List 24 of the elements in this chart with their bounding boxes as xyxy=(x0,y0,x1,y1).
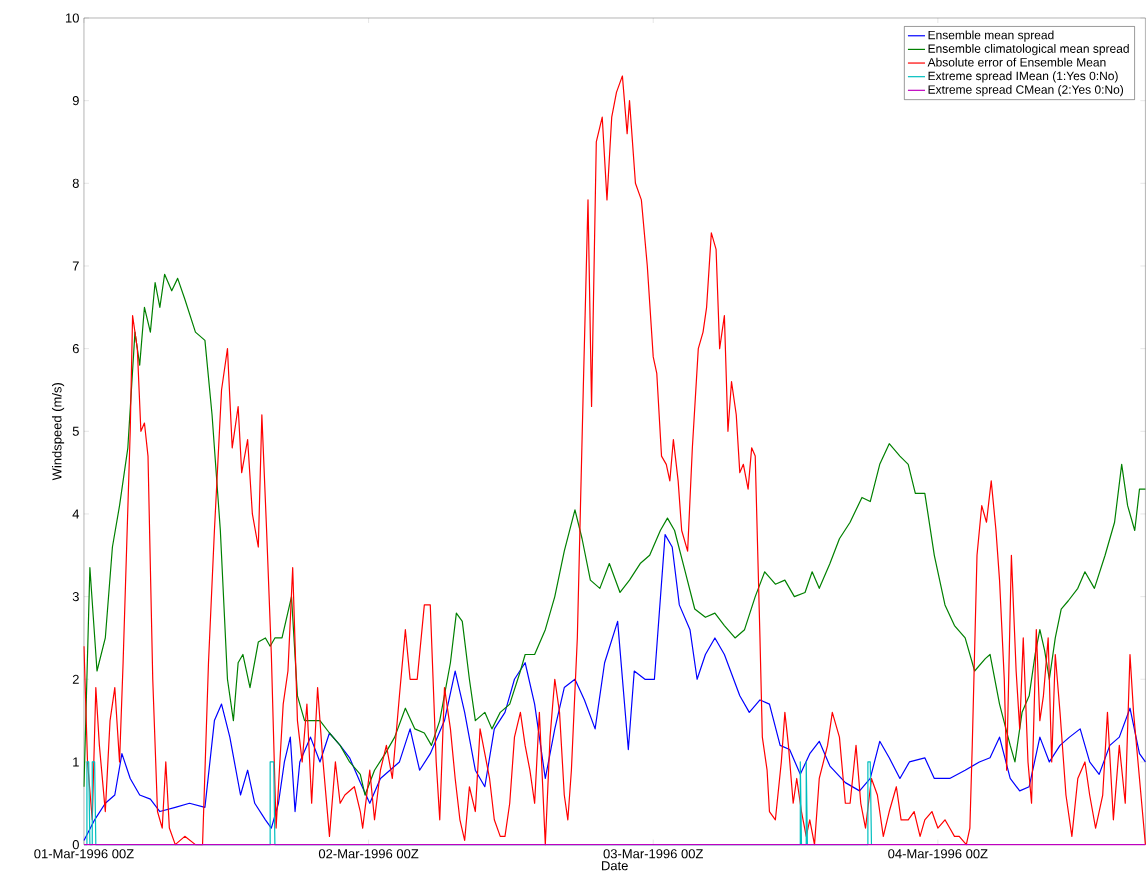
y-tick-label: 0 xyxy=(72,840,79,850)
y-tick-label: 3 xyxy=(72,592,79,602)
legend-label: Ensemble mean spread xyxy=(928,30,1054,42)
y-tick-label: 8 xyxy=(72,178,79,189)
x-tick-label: 03-Mar-1996 00Z xyxy=(603,849,703,859)
y-axis-title: Windspeed (m/s) xyxy=(51,383,65,481)
legend-label: Ensemble climatological mean spread xyxy=(928,44,1129,56)
x-tick-label: 02-Mar-1996 00Z xyxy=(318,849,419,859)
x-axis-title: Date xyxy=(602,861,628,871)
legend-label: Absolute error of Ensemble Mean xyxy=(927,57,1106,67)
line-series xyxy=(83,534,1146,842)
legend-label: Extreme spread IMean (1:Yes 0:No) xyxy=(928,71,1118,83)
x-tick-label: 01-Mar-1996 00Z xyxy=(34,849,134,859)
line-series xyxy=(83,273,1146,796)
y-tick-label: 9 xyxy=(72,96,79,106)
x-tick-label: 04-Mar-1996 00Z xyxy=(888,849,988,859)
y-tick-label: 1 xyxy=(73,757,79,767)
y-tick-label: 4 xyxy=(72,509,80,519)
y-tick-label: 5 xyxy=(72,426,79,437)
y-tick-label: 2 xyxy=(72,674,79,685)
y-tick-label: 7 xyxy=(72,261,79,271)
y-tick-label: 6 xyxy=(72,344,79,354)
legend-label: Extreme spread CMean (2:Yes 0:No) xyxy=(928,85,1124,97)
y-tick-label: 10 xyxy=(65,13,79,23)
